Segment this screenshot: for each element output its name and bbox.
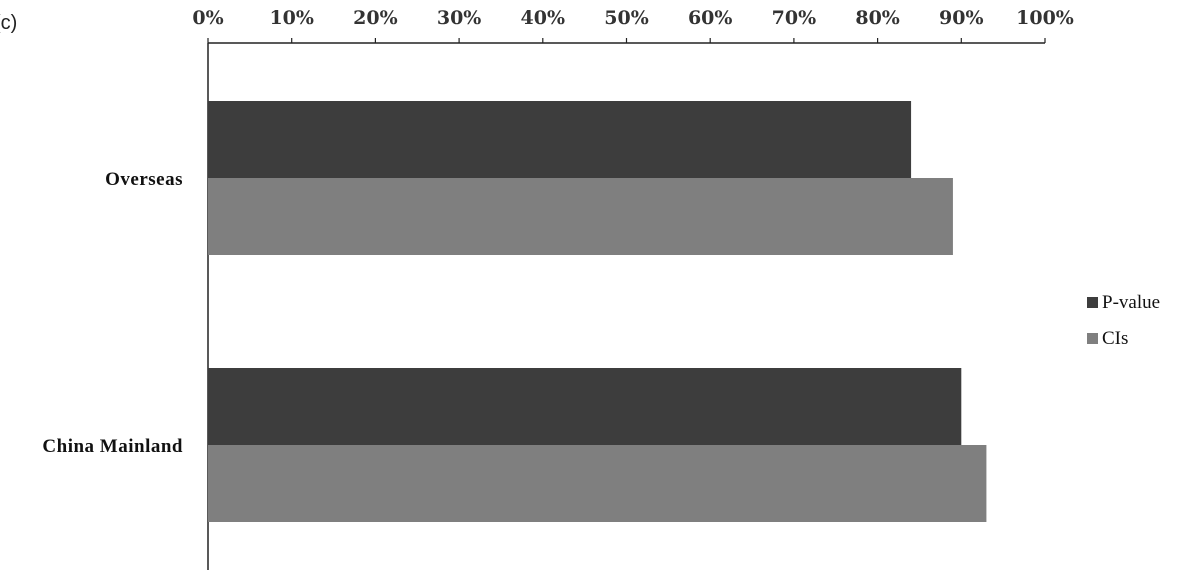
x-tick-label: 50% (604, 7, 649, 29)
x-tick-label: 40% (521, 7, 566, 29)
legend-swatch (1087, 297, 1098, 308)
bars (208, 101, 987, 522)
legend-label: CIs (1102, 328, 1128, 349)
x-tick-label: 100% (1016, 7, 1074, 29)
x-tick-label: 60% (688, 7, 733, 29)
x-tick-label: 30% (437, 7, 482, 29)
panel-label: (c) (0, 12, 17, 34)
legend-label: P-value (1102, 292, 1160, 313)
x-tick-label: 0% (192, 7, 223, 29)
x-tick-label: 80% (855, 7, 900, 29)
bar-cis (208, 445, 987, 522)
legend-swatch (1087, 333, 1098, 344)
x-axis: 0% 10% 20% 30% 40% 50% 60% 70% 80% 90% 100% (192, 7, 1074, 570)
x-tick-label: 70% (772, 7, 817, 29)
legend: P-value CIs (1087, 292, 1160, 349)
category-labels: Overseas China Mainland (42, 169, 183, 457)
category-label: China Mainland (42, 436, 183, 457)
bar-cis (208, 178, 953, 255)
bar-p-value (208, 101, 912, 178)
x-tick-label: 90% (939, 7, 984, 29)
bar-p-value (208, 368, 962, 445)
category-label: Overseas (105, 169, 183, 190)
x-tick-label: 20% (353, 7, 398, 29)
x-tick-label: 10% (269, 7, 314, 29)
